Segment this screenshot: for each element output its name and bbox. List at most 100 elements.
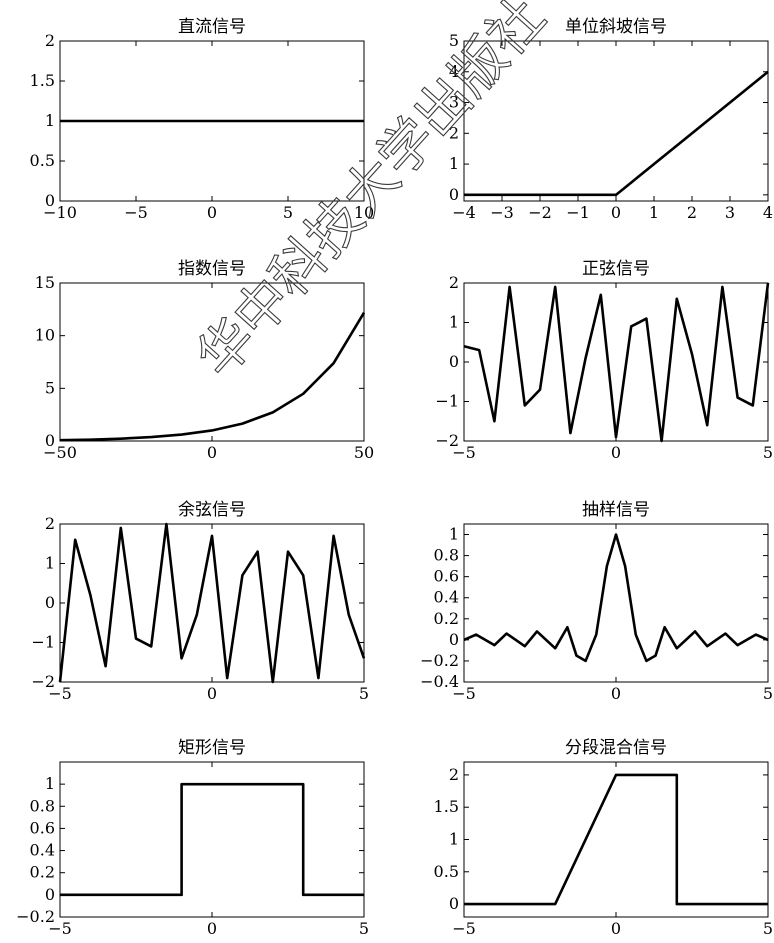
y-tick-label-ramp-4: 4 bbox=[449, 62, 459, 81]
x-tick-label-sinc-0: −5 bbox=[452, 684, 476, 703]
series-line-ramp-0 bbox=[464, 70, 769, 197]
chart-title-sin: 正弦信号 bbox=[582, 259, 650, 279]
x-tick-label-dc-0: −10 bbox=[43, 203, 77, 222]
x-tick-label-cos-0: −5 bbox=[48, 684, 72, 703]
y-tick-label-sinc-1: −0.2 bbox=[420, 651, 459, 670]
axes-box-piecewise bbox=[463, 761, 769, 918]
chart-title-piecewise: 分段混合信号 bbox=[565, 738, 667, 758]
y-tick-label-exp-3: 15 bbox=[35, 273, 55, 292]
y-tick-label-sin-0: −2 bbox=[435, 431, 459, 450]
panel-rect: 矩形信号 −5 0 5 −0.2 0 0.2 0.4 0.6 0.8 1 bbox=[16, 738, 369, 938]
x-tick-label-ramp-5: 1 bbox=[649, 203, 659, 222]
y-tick-label-dc-2: 1 bbox=[45, 111, 55, 130]
x-tick-label-piecewise-1: 0 bbox=[611, 919, 621, 938]
x-tick-label-rect-1: 0 bbox=[207, 919, 217, 938]
y-tick-label-rect-3: 0.4 bbox=[30, 841, 55, 860]
y-tick-label-sinc-2: 0 bbox=[449, 630, 459, 649]
y-tick-label-cos-0: −2 bbox=[31, 672, 55, 691]
x-tick-label-rect-0: −5 bbox=[48, 919, 72, 938]
x-tick-label-piecewise-0: −5 bbox=[452, 919, 476, 938]
y-tick-label-rect-1: 0 bbox=[45, 885, 55, 904]
y-tick-label-sinc-5: 0.6 bbox=[434, 567, 459, 586]
chart-title-exp: 指数信号 bbox=[178, 259, 246, 279]
x-tick-label-ramp-3: −1 bbox=[566, 203, 590, 222]
y-tick-label-ramp-1: 1 bbox=[449, 154, 459, 173]
y-tick-label-rect-5: 0.8 bbox=[30, 796, 55, 815]
axes-box-ramp bbox=[463, 40, 769, 202]
y-tick-label-sinc-3: 0.2 bbox=[434, 609, 459, 628]
panel-piecewise: 分段混合信号 −5 0 5 0 0.5 1 1.5 2 bbox=[434, 738, 774, 938]
y-tick-label-rect-0: −0.2 bbox=[16, 907, 55, 926]
y-tick-label-dc-3: 1.5 bbox=[30, 71, 55, 90]
x-tick-label-ramp-1: −3 bbox=[490, 203, 514, 222]
x-tick-label-dc-4: 10 bbox=[354, 203, 374, 222]
x-tick-label-exp-2: 50 bbox=[354, 443, 374, 462]
x-tick-label-sin-2: 5 bbox=[763, 443, 773, 462]
x-tick-label-ramp-2: −2 bbox=[528, 203, 552, 222]
y-tick-label-sin-4: 2 bbox=[449, 273, 459, 292]
y-tick-label-ramp-5: 5 bbox=[449, 31, 459, 50]
axes-box-sinc bbox=[463, 523, 769, 683]
panel-dc: 直流信号 −10 −5 0 5 10 0 0.5 1 1.5 2 bbox=[30, 17, 375, 222]
x-tick-label-dc-2: 0 bbox=[207, 203, 217, 222]
series-line-exp-0 bbox=[59, 312, 366, 442]
x-tick-label-exp-0: −50 bbox=[43, 443, 77, 462]
chart-title-cos: 余弦信号 bbox=[178, 500, 246, 520]
y-tick-label-rect-2: 0.2 bbox=[30, 863, 55, 882]
x-tick-label-ramp-8: 4 bbox=[763, 203, 773, 222]
y-tick-label-cos-2: 0 bbox=[45, 593, 55, 612]
axes-box-sin bbox=[463, 282, 769, 442]
panel-ramp: 单位斜坡信号 −4 −3 −2 −1 0 1 2 3 4 0 1 2 3 4 5 bbox=[449, 17, 773, 222]
x-tick-label-ramp-7: 3 bbox=[725, 203, 735, 222]
y-tick-label-piecewise-4: 2 bbox=[449, 765, 459, 784]
axes-box-exp bbox=[59, 282, 365, 442]
x-tick-label-ramp-0: −4 bbox=[452, 203, 476, 222]
panel-sin: 正弦信号 −5 0 5 −2 −1 0 1 2 bbox=[435, 259, 773, 462]
x-tick-label-sin-0: −5 bbox=[452, 443, 476, 462]
series-line-sin-0 bbox=[463, 282, 770, 443]
y-tick-label-ramp-0: 0 bbox=[449, 185, 459, 204]
x-tick-label-sinc-1: 0 bbox=[611, 684, 621, 703]
y-tick-label-piecewise-3: 1.5 bbox=[434, 797, 459, 816]
y-tick-label-dc-0: 0 bbox=[45, 191, 55, 210]
chart-title-ramp: 单位斜坡信号 bbox=[565, 17, 667, 37]
series-line-rect-0 bbox=[60, 782, 364, 897]
x-tick-label-rect-2: 5 bbox=[359, 919, 369, 938]
chart-title-rect: 矩形信号 bbox=[178, 738, 246, 758]
x-tick-label-ramp-4: 0 bbox=[611, 203, 621, 222]
y-tick-label-piecewise-2: 1 bbox=[449, 830, 459, 849]
y-tick-label-exp-1: 5 bbox=[45, 378, 55, 397]
y-tick-label-rect-4: 0.6 bbox=[30, 818, 55, 837]
y-tick-label-sinc-6: 0.8 bbox=[434, 546, 459, 565]
x-tick-label-cos-1: 0 bbox=[207, 684, 217, 703]
y-tick-label-sin-2: 0 bbox=[449, 352, 459, 371]
y-tick-label-dc-1: 0.5 bbox=[30, 151, 55, 170]
x-tick-label-exp-1: 0 bbox=[207, 443, 217, 462]
chart-title-dc: 直流信号 bbox=[178, 17, 246, 37]
y-tick-label-rect-6: 1 bbox=[45, 774, 55, 793]
x-tick-label-sinc-2: 5 bbox=[763, 684, 773, 703]
y-tick-label-dc-4: 2 bbox=[45, 31, 55, 50]
y-tick-label-cos-3: 1 bbox=[45, 554, 55, 573]
x-tick-label-cos-2: 5 bbox=[359, 684, 369, 703]
series-line-sinc-0 bbox=[463, 533, 769, 663]
y-tick-label-exp-2: 10 bbox=[35, 326, 55, 345]
y-tick-label-sin-1: −1 bbox=[435, 392, 459, 411]
y-tick-label-ramp-2: 2 bbox=[449, 123, 459, 142]
y-tick-label-cos-1: −1 bbox=[31, 633, 55, 652]
series-line-cos-0 bbox=[58, 522, 366, 684]
x-tick-label-ramp-6: 2 bbox=[687, 203, 697, 222]
y-tick-label-exp-0: 0 bbox=[45, 431, 55, 450]
chart-title-sinc: 抽样信号 bbox=[582, 500, 650, 520]
y-tick-label-piecewise-0: 0 bbox=[449, 894, 459, 913]
y-tick-label-sinc-7: 1 bbox=[449, 525, 459, 544]
y-tick-label-piecewise-1: 0.5 bbox=[434, 862, 459, 881]
panel-cos: 余弦信号 −5 0 5 −2 −1 0 1 2 bbox=[31, 500, 369, 703]
panel-sinc: 抽样信号 −5 0 5 −0.4 −0.2 0 0.2 0.4 0.6 0.8 1 bbox=[420, 500, 773, 703]
y-tick-label-sin-3: 1 bbox=[449, 313, 459, 332]
y-tick-label-ramp-3: 3 bbox=[449, 93, 459, 112]
x-tick-label-piecewise-2: 5 bbox=[763, 919, 773, 938]
x-tick-label-dc-3: 5 bbox=[283, 203, 293, 222]
